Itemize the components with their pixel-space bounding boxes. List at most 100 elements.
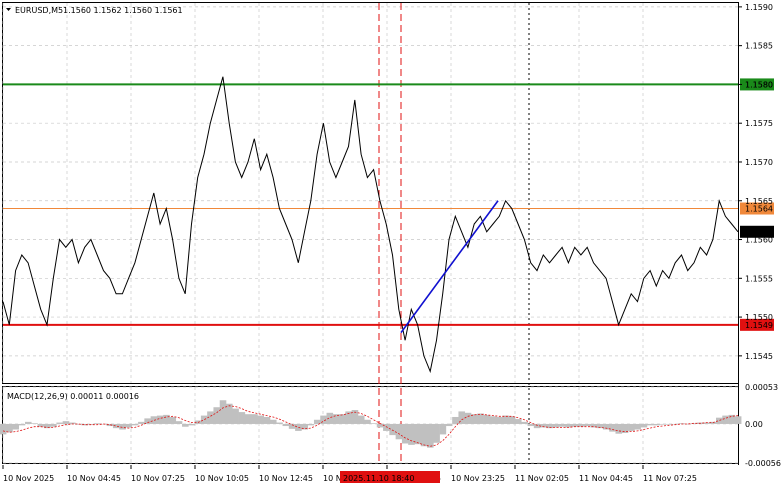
macd-bar	[728, 414, 736, 424]
macd-bar	[489, 416, 497, 424]
macd-bar	[464, 412, 472, 424]
macd-bar	[43, 423, 51, 429]
macd-bar	[106, 423, 114, 427]
macd-bar	[56, 422, 63, 424]
macd-bar	[414, 423, 422, 445]
current-price-tag	[740, 225, 774, 238]
macd-bar	[138, 421, 145, 424]
time-tick-label: 10 Nov 10:05	[195, 474, 249, 483]
level-price-tag	[740, 202, 774, 215]
time-tick-label: 11 Nov 07:25	[643, 474, 697, 483]
macd-bar	[50, 423, 57, 427]
macd-bar	[722, 415, 729, 424]
macd-bar	[226, 403, 233, 424]
macd-bar	[332, 414, 340, 424]
macd-bar	[12, 423, 20, 430]
macd-bar	[584, 423, 591, 427]
macd-bar	[326, 412, 334, 424]
macd-bar	[351, 410, 359, 424]
macd-bar	[257, 415, 265, 424]
macd-bar	[483, 414, 491, 424]
macd-bar	[571, 423, 579, 427]
macd-bar	[690, 423, 698, 424]
macd-bar	[219, 400, 227, 424]
price-tick-label: 1.1555	[745, 274, 773, 283]
macd-label: MACD(12,26,9) 0.00011 0.00016	[7, 392, 139, 401]
macd-bar	[6, 423, 13, 433]
macd-bar	[376, 423, 384, 428]
level-price-tag	[740, 78, 774, 91]
macd-bar	[408, 423, 415, 445]
level-price-label: 1.1580	[745, 80, 773, 89]
macd-bar	[232, 408, 239, 424]
macd-bar	[320, 415, 327, 424]
price-tick-label: 1.1560	[745, 236, 773, 245]
grid-lines	[2, 3, 738, 464]
macd-bar	[175, 421, 183, 424]
price-tick-label: 1.1585	[745, 42, 773, 51]
macd-bar	[684, 423, 692, 425]
macd-bar	[514, 419, 522, 424]
current-price-label: 1.1561	[745, 228, 773, 237]
macd-bar	[131, 423, 139, 426]
macd-bar	[577, 423, 585, 427]
macd-bar	[565, 423, 572, 428]
macd-bar	[640, 423, 648, 428]
time-highlight-label: 2025.11.10 18:40	[343, 474, 414, 483]
trend-line[interactable]	[400, 200, 499, 334]
macd-bar	[125, 423, 133, 428]
macd-bar	[590, 423, 597, 428]
macd-signal-line	[2, 405, 739, 447]
dropdown-triangle-icon[interactable]	[6, 8, 11, 11]
macd-bar	[502, 415, 510, 424]
macd-bar	[200, 415, 208, 424]
macd-bar	[558, 423, 566, 427]
macd-bar	[339, 414, 346, 424]
macd-bar	[521, 421, 528, 424]
price-tick-label: 1.1565	[745, 197, 773, 206]
macd-bar	[156, 415, 164, 424]
macd-bar	[420, 423, 428, 447]
macd-bar	[527, 423, 535, 427]
macd-bar	[357, 415, 365, 424]
macd-bar	[37, 423, 45, 427]
macd-tick-label: -0.00056	[745, 459, 781, 468]
macd-bar	[188, 423, 195, 426]
macd-bar	[508, 416, 516, 424]
macd-bar	[439, 423, 447, 435]
macd-bar	[653, 423, 660, 426]
price-tick-label: 1.1575	[745, 119, 773, 128]
time-tick-label: 10 Nov 04:45	[67, 474, 121, 483]
macd-bar	[94, 423, 101, 424]
macd-bar	[276, 422, 283, 424]
macd-bar	[609, 423, 616, 432]
macd-bar	[18, 423, 26, 426]
level-lines[interactable]: 1.1580 1.1564 1.1549	[3, 78, 774, 331]
macd-bar	[288, 423, 296, 429]
macd-tick-label: 0.00053	[745, 383, 778, 392]
macd-bar	[540, 423, 547, 428]
macd-bar	[433, 423, 440, 443]
level-price-tag	[740, 318, 774, 331]
macd-bar	[716, 417, 723, 424]
macd-bar	[445, 423, 453, 427]
macd-bar	[301, 423, 308, 430]
macd-bar	[401, 423, 409, 444]
macd-bar	[269, 419, 277, 424]
macd-bar	[345, 411, 352, 424]
time-tick-label: 10 N	[323, 474, 342, 483]
level-price-label: 1.1549	[745, 321, 773, 330]
macd-bar	[383, 423, 390, 431]
macd-bar	[552, 423, 560, 428]
price-tick-label: 1.1545	[745, 352, 773, 361]
time-tick-label: 11 Nov 02:05	[515, 474, 569, 483]
macd-bar	[213, 407, 221, 424]
price-tick-label: 1.1590	[745, 3, 773, 12]
macd-bar	[602, 423, 610, 430]
time-tick-label: 10 Nov 23:25	[451, 474, 505, 483]
time-tick-label: 10 Nov 2025	[3, 474, 54, 483]
level-price-label: 1.1564	[745, 205, 773, 214]
macd-bar	[471, 414, 478, 424]
time-axis-labels: 10 Nov 2025 10 Nov 04:45 10 Nov 07:25 10 No…	[2, 465, 697, 483]
